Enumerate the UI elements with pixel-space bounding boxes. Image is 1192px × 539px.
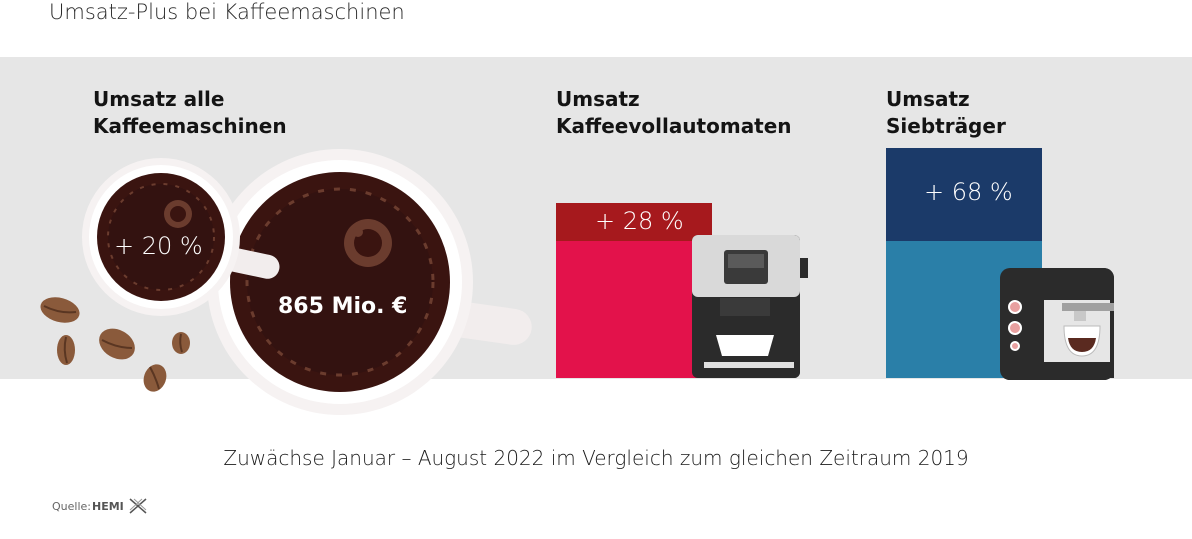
label-st-line2: Siebträger (886, 114, 1006, 138)
label-all-line1: Umsatz alle (93, 87, 225, 111)
small-coffee-cup-icon (82, 158, 280, 316)
bar-vollautomaten-increase (556, 203, 712, 241)
source-brand-text: HEMI (92, 500, 124, 513)
label-va-line1: Umsatz (556, 87, 640, 111)
chart-title: Umsatz-Plus bei Kaffeemaschinen (49, 0, 405, 24)
label-all-line2: Kaffeemaschinen (93, 114, 287, 138)
label-all-machines: Umsatz alle Kaffeemaschinen (93, 86, 287, 140)
bar-siebtraeger-base (886, 241, 1042, 378)
chart-caption: Zuwächse Januar – August 2022 im Verglei… (223, 446, 969, 470)
total-revenue-label: 865 Mio. € (278, 294, 408, 319)
label-st-line1: Umsatz (886, 87, 970, 111)
hemix-x-icon (129, 498, 147, 514)
value-label-vollautomaten: + 28 % (595, 207, 684, 235)
label-va-line2: Kaffeevollautomaten (556, 114, 792, 138)
label-vollautomaten: Umsatz Kaffeevollautomaten (556, 86, 792, 140)
source-brand-logo: HEMI (92, 498, 148, 514)
bar-vollautomaten-base (556, 241, 712, 378)
bar-siebtraeger-increase (886, 148, 1042, 241)
label-siebtraeger: Umsatz Siebträger (886, 86, 1006, 140)
source-label: Quelle: (52, 500, 91, 513)
value-label-all: + 20 % (114, 232, 203, 260)
large-coffee-cup-icon (207, 149, 532, 415)
value-label-siebtraeger: + 68 % (924, 178, 1013, 206)
